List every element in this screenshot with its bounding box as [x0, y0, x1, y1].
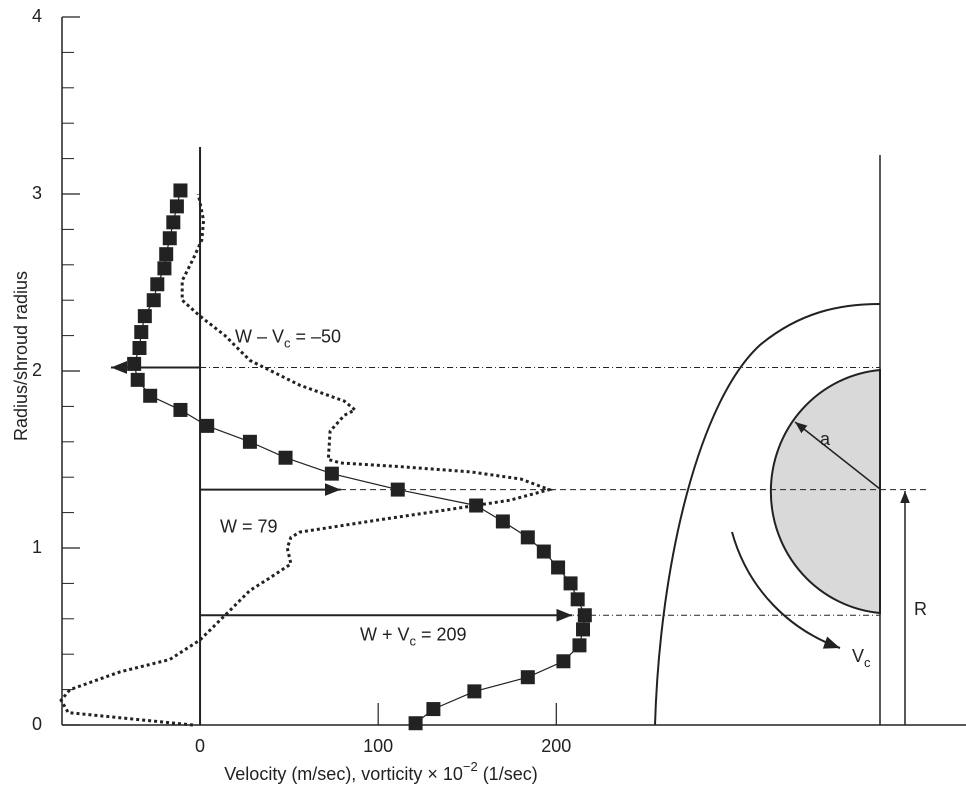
data-point: [556, 654, 571, 669]
annotation-label: W + Vc = 209: [360, 624, 467, 649]
circulation-sub: c: [864, 655, 871, 670]
radius-arrow: [794, 421, 881, 490]
data-point: [576, 622, 591, 637]
x-axis-label-part: Velocity (m/sec), vorticity × 10: [224, 764, 463, 784]
annotation-label: W – Vc = –50: [235, 326, 341, 351]
data-point: [390, 482, 405, 497]
annotation-label-part: W – V: [235, 326, 284, 346]
data-point: [426, 702, 441, 717]
data-point: [132, 340, 147, 355]
data-point: [200, 418, 215, 433]
x-tick-label: 0: [195, 736, 205, 756]
data-point: [408, 716, 423, 731]
schematic: a R Vc: [654, 155, 927, 726]
annotation-label-part: W = 79: [220, 516, 278, 536]
data-point: [169, 199, 184, 214]
ring-radius-label: R: [914, 599, 927, 619]
data-point: [130, 372, 145, 387]
data-point: [173, 183, 188, 198]
y-tick-label: 1: [32, 537, 42, 557]
stream-surface: [654, 303, 881, 726]
data-point: [159, 247, 174, 262]
data-point: [469, 498, 484, 513]
y-tick-label: 4: [32, 6, 42, 26]
circulation-label: Vc: [852, 646, 871, 671]
data-point: [324, 466, 339, 481]
annotation-label-part: c: [410, 634, 417, 649]
data-point: [150, 277, 165, 292]
data-point: [134, 325, 149, 340]
data-point: [467, 684, 482, 699]
data-point: [551, 560, 566, 575]
annotation-label-part: = –50: [291, 326, 342, 346]
y-tick-label: 0: [32, 714, 42, 734]
data-point: [577, 608, 592, 623]
y-axis-label: Radius/shroud radius: [11, 271, 31, 441]
data-point: [520, 530, 535, 545]
data-point: [173, 402, 188, 417]
vortex-core: [769, 368, 881, 615]
annotation-label-part: c: [284, 336, 291, 351]
circulation-arrow: [731, 531, 841, 649]
data-point: [278, 450, 293, 465]
data-point: [520, 670, 535, 685]
x-axis-label-part: (1/sec): [478, 764, 538, 784]
data-point: [166, 215, 181, 230]
data-point: [143, 388, 158, 403]
data-point: [495, 514, 510, 529]
annotation-label-part: W + V: [360, 624, 410, 644]
data-point: [570, 592, 585, 607]
annotation-label: W = 79: [220, 516, 278, 536]
data-point: [536, 544, 551, 559]
data-point: [242, 434, 257, 449]
series-line: [59, 193, 555, 727]
x-tick-label: 100: [363, 736, 393, 756]
x-axis-label: Velocity (m/sec), vorticity × 10−2 (1/se…: [224, 759, 537, 783]
data-point: [572, 638, 587, 653]
data-point: [137, 309, 152, 324]
data-point: [162, 231, 177, 246]
data-point: [157, 261, 172, 276]
data-point: [563, 576, 578, 591]
x-tick-label: 200: [541, 736, 571, 756]
radius-label: a: [820, 429, 831, 449]
x-axis-label-part: −2: [463, 759, 478, 774]
data-point: [146, 293, 161, 308]
annotation-label-part: = 209: [416, 624, 467, 644]
circulation-main: V: [852, 646, 864, 666]
data-point: [127, 356, 142, 371]
y-tick-label: 3: [32, 183, 42, 203]
y-tick-label: 2: [32, 360, 42, 380]
